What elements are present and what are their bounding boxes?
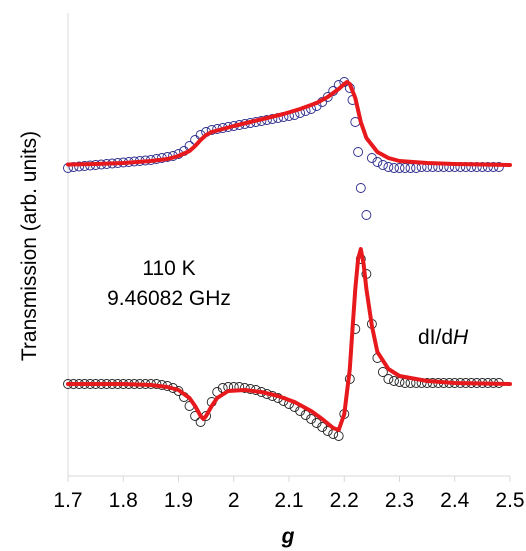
temperature-annotation: 110 K bbox=[142, 257, 195, 280]
x-axis-label: g bbox=[281, 525, 295, 548]
fit-upper-series bbox=[66, 80, 512, 167]
x-tick-label: 2.5 bbox=[495, 489, 524, 512]
x-axis-ticks: 1.7 1.8 1.9 2 2.1 2.2 2.3 2.4 2.5 bbox=[53, 476, 525, 512]
derivative-annotation: dI/dH bbox=[418, 326, 469, 349]
derivative-variable: H bbox=[453, 326, 469, 349]
data-point bbox=[482, 162, 493, 172]
data-point bbox=[355, 183, 366, 193]
x-tick-label: 2.3 bbox=[385, 489, 414, 512]
data-point bbox=[239, 383, 250, 393]
data-point bbox=[389, 163, 399, 173]
x-tick-label: 1.9 bbox=[164, 489, 193, 512]
x-tick-label: 2.2 bbox=[330, 489, 359, 512]
fit-lower-series bbox=[66, 247, 512, 432]
data-point bbox=[361, 210, 372, 220]
data-point bbox=[383, 374, 394, 384]
data-point bbox=[488, 162, 499, 172]
frequency-annotation: 9.46082 GHz bbox=[107, 287, 231, 310]
x-tick-label: 1.8 bbox=[109, 489, 138, 512]
data-point bbox=[400, 163, 410, 173]
data-point bbox=[322, 426, 333, 436]
data-point bbox=[377, 367, 388, 377]
fit-curve bbox=[66, 247, 512, 432]
data-point bbox=[372, 157, 383, 167]
data-point bbox=[333, 431, 344, 441]
x-tick-label: 2.1 bbox=[274, 489, 303, 512]
data-point bbox=[74, 161, 85, 172]
data-point bbox=[493, 162, 504, 172]
data-point bbox=[353, 147, 364, 157]
data-point bbox=[405, 163, 416, 173]
data-point bbox=[394, 163, 405, 173]
fit-curve bbox=[66, 80, 512, 167]
data-point bbox=[377, 160, 388, 170]
plot-frame bbox=[67, 13, 510, 477]
series-layer bbox=[63, 77, 512, 441]
y-axis-label: Transmission (arb. units) bbox=[18, 131, 41, 361]
x-tick-label: 2.4 bbox=[440, 489, 470, 512]
derivative-prefix: dI/d bbox=[418, 326, 453, 349]
x-tick-label: 1.7 bbox=[53, 489, 82, 512]
data-point bbox=[389, 376, 399, 386]
data-point bbox=[383, 162, 394, 172]
data-point bbox=[322, 92, 333, 102]
x-tick-label: 2 bbox=[228, 489, 240, 512]
data-point bbox=[400, 378, 410, 388]
measured-upper-series bbox=[63, 77, 504, 220]
